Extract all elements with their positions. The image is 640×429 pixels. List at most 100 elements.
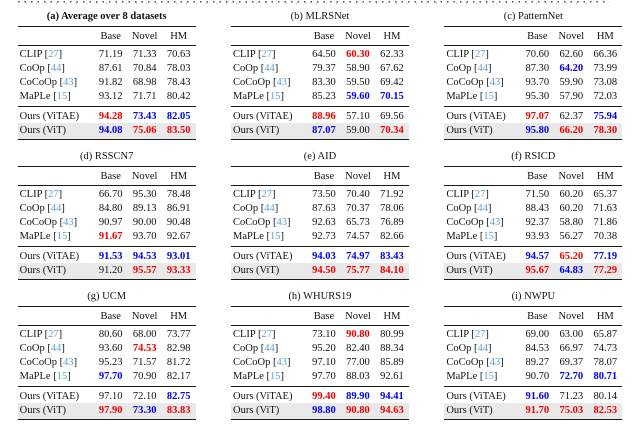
metric-value-cell: 57.90 [559, 91, 584, 102]
table-row: MaPLe [15] 85.23 59.60 70.15 [231, 90, 409, 107]
table-caption-tag: (b) [290, 11, 306, 22]
citation-link[interactable]: 44 [264, 203, 275, 214]
column-header-empty [444, 167, 520, 186]
citation-link[interactable]: 43 [489, 217, 501, 228]
metric-value-cell: 56.27 [559, 231, 584, 242]
method-cell: MaPLe [15] [232, 371, 285, 382]
citation-link[interactable]: 43 [63, 357, 74, 368]
header-row: Base Novel HM [17, 27, 196, 45]
metric-value-cell: 70.38 [593, 231, 618, 242]
metric-value-cell: 83.30 [312, 77, 336, 88]
table-row: CLIP [27] 73.10 90.80 80.99 [231, 325, 409, 342]
metric-value-cell: 59.90 [559, 77, 584, 88]
method-cell: Ours (ViTAE) [232, 250, 293, 262]
table-row: Ours (ViT) 97.90 73.30 83.83 [17, 403, 196, 419]
citation-link[interactable]: 44 [50, 63, 62, 74]
column-header-base: Base [527, 170, 548, 182]
metric-value-cell: 62.37 [559, 110, 584, 122]
column-header-hm: HM [383, 310, 401, 322]
subtable: (d) RSSCN7 Base Novel HM CLIP [27] 66.70 95.… [0, 148, 213, 288]
table-row: MaPLe [15] 95.30 57.90 72.03 [444, 90, 622, 107]
citation-link[interactable]: 15 [270, 231, 281, 242]
method-cell: CLIP [27] [19, 189, 63, 200]
table-row: CoOp [44] 88.43 60.20 71.63 [444, 202, 622, 216]
citation-link[interactable]: 43 [276, 217, 287, 228]
citation-link[interactable]: 27 [261, 189, 272, 200]
citation-link[interactable]: 15 [56, 91, 68, 102]
method-cell: Ours (ViT) [446, 264, 493, 276]
table-caption: (g) UCM [0, 290, 213, 303]
column-header-hm: HM [170, 170, 188, 182]
citation-link[interactable]: 43 [489, 77, 501, 88]
metric-value-cell: 84.10 [380, 264, 404, 276]
table-caption-tag: (g) [87, 291, 103, 302]
metric-value-cell: 70.84 [132, 63, 157, 74]
table-row: Ours (ViTAE) 97.07 62.37 75.94 [444, 106, 623, 124]
citation-link[interactable]: 15 [56, 231, 68, 242]
metric-value-cell: 71.92 [380, 189, 404, 200]
citation-link[interactable]: 43 [489, 357, 501, 368]
results-table: Base Novel HM CLIP [27] 80.60 68.00 73.77 CoOp… [17, 306, 196, 420]
citation-link[interactable]: 27 [474, 329, 486, 340]
citation-link[interactable]: 15 [483, 371, 494, 382]
citation-link[interactable]: 44 [264, 343, 275, 354]
metric-value-cell: 58.90 [346, 63, 370, 74]
method-cell: CoOp [44] [232, 203, 279, 214]
citation-link[interactable]: 27 [474, 189, 486, 200]
citation-link[interactable]: 27 [48, 49, 59, 60]
method-cell: CoOp [44] [19, 63, 65, 74]
metric-value-cell: 78.48 [166, 189, 191, 200]
table-row: MaPLe [15] 97.70 70.90 82.17 [18, 370, 196, 387]
metric-value-cell: 73.99 [593, 63, 618, 74]
table-caption-tag: (d) [79, 151, 95, 162]
metric-value-cell: 82.05 [166, 110, 191, 122]
citation-link[interactable]: 27 [261, 329, 272, 340]
citation-link[interactable]: 44 [477, 343, 489, 354]
method-cell: CLIP [27] [232, 189, 276, 200]
table-caption: (b) MLRSNet [213, 10, 426, 23]
column-header-base: Base [100, 310, 121, 322]
method-cell: CLIP [27] [232, 49, 276, 60]
citation-link[interactable]: 27 [48, 189, 59, 200]
method-cell: CoOp [44] [446, 63, 492, 74]
method-cell: Ours (ViTAE) [446, 110, 506, 122]
table-row: CoOp [44] 84.53 66.97 74.73 [444, 342, 622, 356]
citation-link[interactable]: 27 [261, 49, 272, 60]
citation-link[interactable]: 15 [270, 91, 281, 102]
citation-link[interactable]: 15 [483, 91, 494, 102]
citation-link[interactable]: 43 [63, 217, 74, 228]
method-cell: Ours (ViT) [446, 124, 493, 136]
metric-value-cell: 97.90 [98, 404, 123, 416]
citation-link[interactable]: 44 [264, 63, 275, 74]
citation-link[interactable]: 44 [50, 203, 62, 214]
table-caption-tag: (a) [46, 11, 62, 22]
metric-value-cell: 80.99 [380, 329, 404, 340]
citation-link[interactable]: 44 [477, 63, 489, 74]
metric-value-cell: 69.00 [525, 329, 550, 340]
metric-value-cell: 92.73 [312, 231, 336, 242]
citation-link[interactable]: 43 [276, 77, 287, 88]
citation-link[interactable]: 15 [483, 231, 494, 242]
metric-value-cell: 81.72 [166, 357, 191, 368]
table-row: CoCoOp [43] 83.30 59.50 69.42 [231, 76, 409, 90]
citation-link[interactable]: 27 [48, 329, 59, 340]
citation-link[interactable]: 44 [50, 343, 62, 354]
metric-value-cell: 65.20 [559, 250, 584, 262]
metric-value-cell: 64.20 [559, 63, 584, 74]
table-caption: (c) PatternNet [427, 10, 640, 23]
metric-value-cell: 72.03 [593, 91, 618, 102]
citation-link[interactable]: 15 [270, 371, 281, 382]
metric-value-cell: 75.03 [559, 404, 584, 416]
citation-link[interactable]: 44 [477, 203, 489, 214]
metric-value-cell: 88.43 [525, 203, 550, 214]
table-row: CoCoOp [43] 93.70 59.90 73.08 [444, 76, 622, 90]
citation-link[interactable]: 27 [474, 49, 486, 60]
citation-link[interactable]: 43 [276, 357, 287, 368]
metric-value-cell: 77.00 [346, 357, 370, 368]
citation-link[interactable]: 43 [63, 77, 74, 88]
citation-link[interactable]: 15 [56, 371, 68, 382]
method-cell: CLIP [27] [446, 49, 489, 60]
metric-value-cell: 75.06 [132, 124, 157, 136]
metric-value-cell: 95.57 [132, 264, 157, 276]
metric-value-cell: 91.53 [98, 250, 123, 262]
